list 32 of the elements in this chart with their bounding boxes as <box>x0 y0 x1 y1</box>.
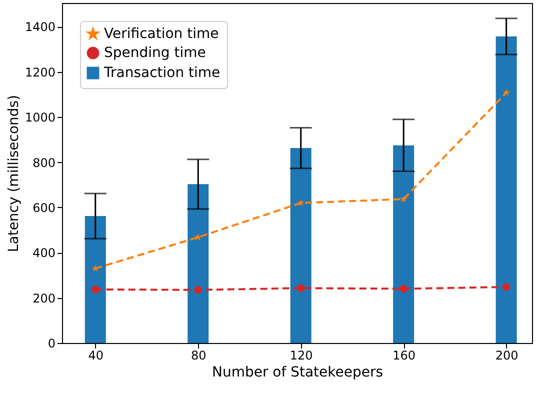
y-tick-label: 1200 <box>24 65 56 80</box>
y-tick-label: 0 <box>48 336 56 350</box>
point <box>296 284 305 292</box>
y-tick-label: 200 <box>32 291 56 306</box>
x-tick-label: 160 <box>392 348 416 362</box>
legend-label: Spending time <box>104 45 206 61</box>
x-tick-label: 120 <box>290 348 313 362</box>
bar <box>290 148 312 343</box>
bar <box>84 216 106 343</box>
legend-label: Verification time <box>104 26 219 42</box>
point <box>194 233 202 240</box>
point <box>297 199 305 206</box>
bar <box>393 145 414 343</box>
point <box>400 195 408 202</box>
y-axis-title: Latency (milliseconds) <box>6 94 22 252</box>
x-tick-label: 80 <box>190 348 206 362</box>
y-tick-label: 1000 <box>24 110 56 125</box>
point <box>194 286 202 294</box>
point <box>400 284 408 293</box>
x-axis-title: Number of Statekeepers <box>212 364 384 380</box>
y-tick-label: 1400 <box>24 20 56 34</box>
x-tick-label: 200 <box>495 348 518 362</box>
x-tick-label: 40 <box>88 348 104 362</box>
y-tick-label: 600 <box>32 200 56 215</box>
y-tick-label: 400 <box>32 246 56 260</box>
bar <box>496 36 517 343</box>
bar <box>188 184 209 343</box>
legend-label: Transaction time <box>103 65 220 81</box>
point <box>502 283 510 291</box>
y-tick-label: 800 <box>32 156 56 170</box>
point <box>502 88 510 96</box>
point <box>92 286 100 294</box>
